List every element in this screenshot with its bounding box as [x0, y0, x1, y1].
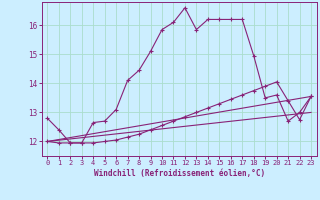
X-axis label: Windchill (Refroidissement éolien,°C): Windchill (Refroidissement éolien,°C) [94, 169, 265, 178]
